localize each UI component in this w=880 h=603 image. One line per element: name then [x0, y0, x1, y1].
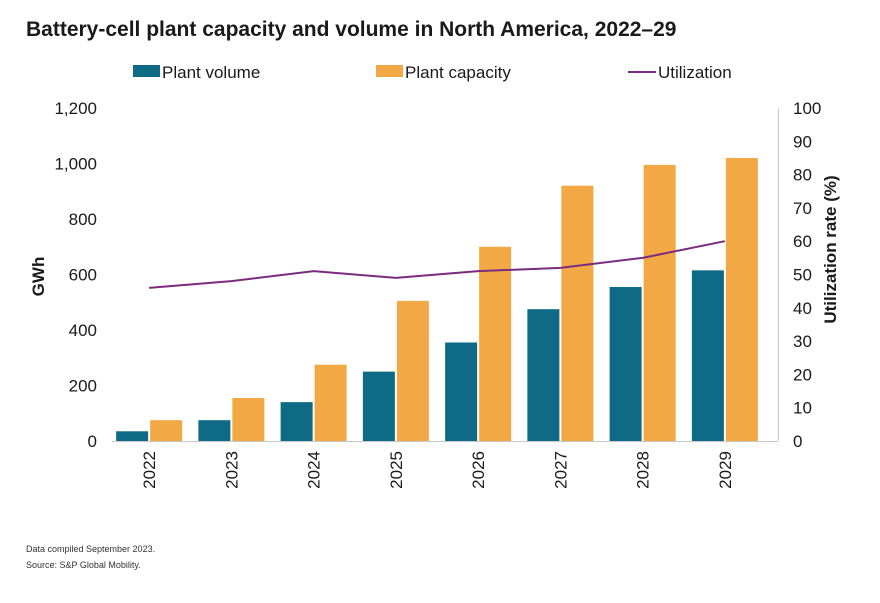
left-tick-label: 1,200: [54, 99, 97, 118]
right-axis-title: Utilization rate (%): [821, 175, 840, 323]
bar-plant-volume-2025: [362, 371, 395, 441]
bars: [116, 157, 758, 441]
bar-plant-volume-2024: [280, 402, 313, 441]
right-tick-label: 10: [793, 399, 812, 418]
legend-swatch-plant-capacity: [376, 65, 403, 77]
right-tick-label: 90: [793, 132, 812, 151]
left-tick-label: 600: [69, 266, 97, 285]
x-axis: 2022 2023 2024 2025 2026 2027 2028 2029: [112, 441, 778, 489]
legend-label-plant-volume: Plant volume: [162, 63, 260, 82]
chart-title: Battery-cell plant capacity and volume i…: [26, 18, 677, 41]
x-tick-label: 2022: [140, 451, 159, 489]
bar-plant-volume-2028: [609, 286, 642, 441]
bar-plant-capacity-2027: [561, 185, 594, 441]
x-tick-label: 2028: [634, 451, 653, 489]
x-tick-label: 2024: [305, 451, 324, 489]
legend-label-plant-capacity: Plant capacity: [405, 63, 511, 82]
bar-plant-volume-2029: [691, 270, 724, 441]
bar-plant-volume-2027: [527, 309, 560, 441]
left-tick-label: 400: [69, 321, 97, 340]
right-axis: 0 10 20 30 40 50 60 70 80 90 100 Utilization rate (…: [778, 99, 840, 451]
bar-plant-capacity-2022: [150, 420, 183, 441]
bar-plant-capacity-2028: [643, 164, 676, 441]
bar-plant-capacity-2026: [479, 246, 512, 441]
right-tick-label: 30: [793, 332, 812, 351]
utilization-line-layer: [149, 240, 726, 289]
x-tick-label: 2029: [716, 451, 735, 489]
bar-plant-capacity-2025: [396, 300, 429, 441]
right-tick-label: 20: [793, 365, 812, 384]
legend-swatch-plant-volume: [133, 65, 160, 77]
legend: Plant volume Plant capacity Utilization: [133, 63, 732, 82]
bar-plant-volume-2023: [198, 420, 231, 441]
x-tick-label: 2027: [551, 451, 570, 489]
legend-label-utilization: Utilization: [658, 63, 732, 82]
right-tick-label: 50: [793, 266, 812, 285]
bar-plant-volume-2026: [445, 342, 478, 441]
bar-plant-capacity-2024: [314, 364, 347, 441]
bar-plant-volume-2022: [116, 431, 149, 441]
left-axis-title: GWh: [29, 257, 48, 297]
right-tick-label: 40: [793, 299, 812, 318]
right-tick-label: 80: [793, 166, 812, 185]
left-tick-label: 1,000: [54, 155, 97, 174]
right-tick-label: 60: [793, 232, 812, 251]
x-tick-label: 2026: [469, 451, 488, 489]
bar-plant-capacity-2029: [725, 157, 758, 441]
left-axis: 0 200 400 600 800 1,000 1,200 GWh: [29, 99, 97, 451]
left-tick-label: 800: [69, 210, 97, 229]
x-tick-label: 2023: [222, 451, 241, 489]
utilization-line: [149, 240, 726, 289]
x-tick-label: 2025: [387, 451, 406, 489]
bar-plant-capacity-2023: [232, 397, 265, 441]
left-tick-label: 200: [69, 377, 97, 396]
note-source: Source: S&P Global Mobility.: [26, 560, 141, 570]
right-tick-label: 70: [793, 199, 812, 218]
note-data-compiled: Data compiled September 2023.: [26, 544, 156, 554]
left-tick-label: 0: [88, 432, 97, 451]
right-tick-label: 100: [793, 99, 821, 118]
right-tick-label: 0: [793, 432, 802, 451]
